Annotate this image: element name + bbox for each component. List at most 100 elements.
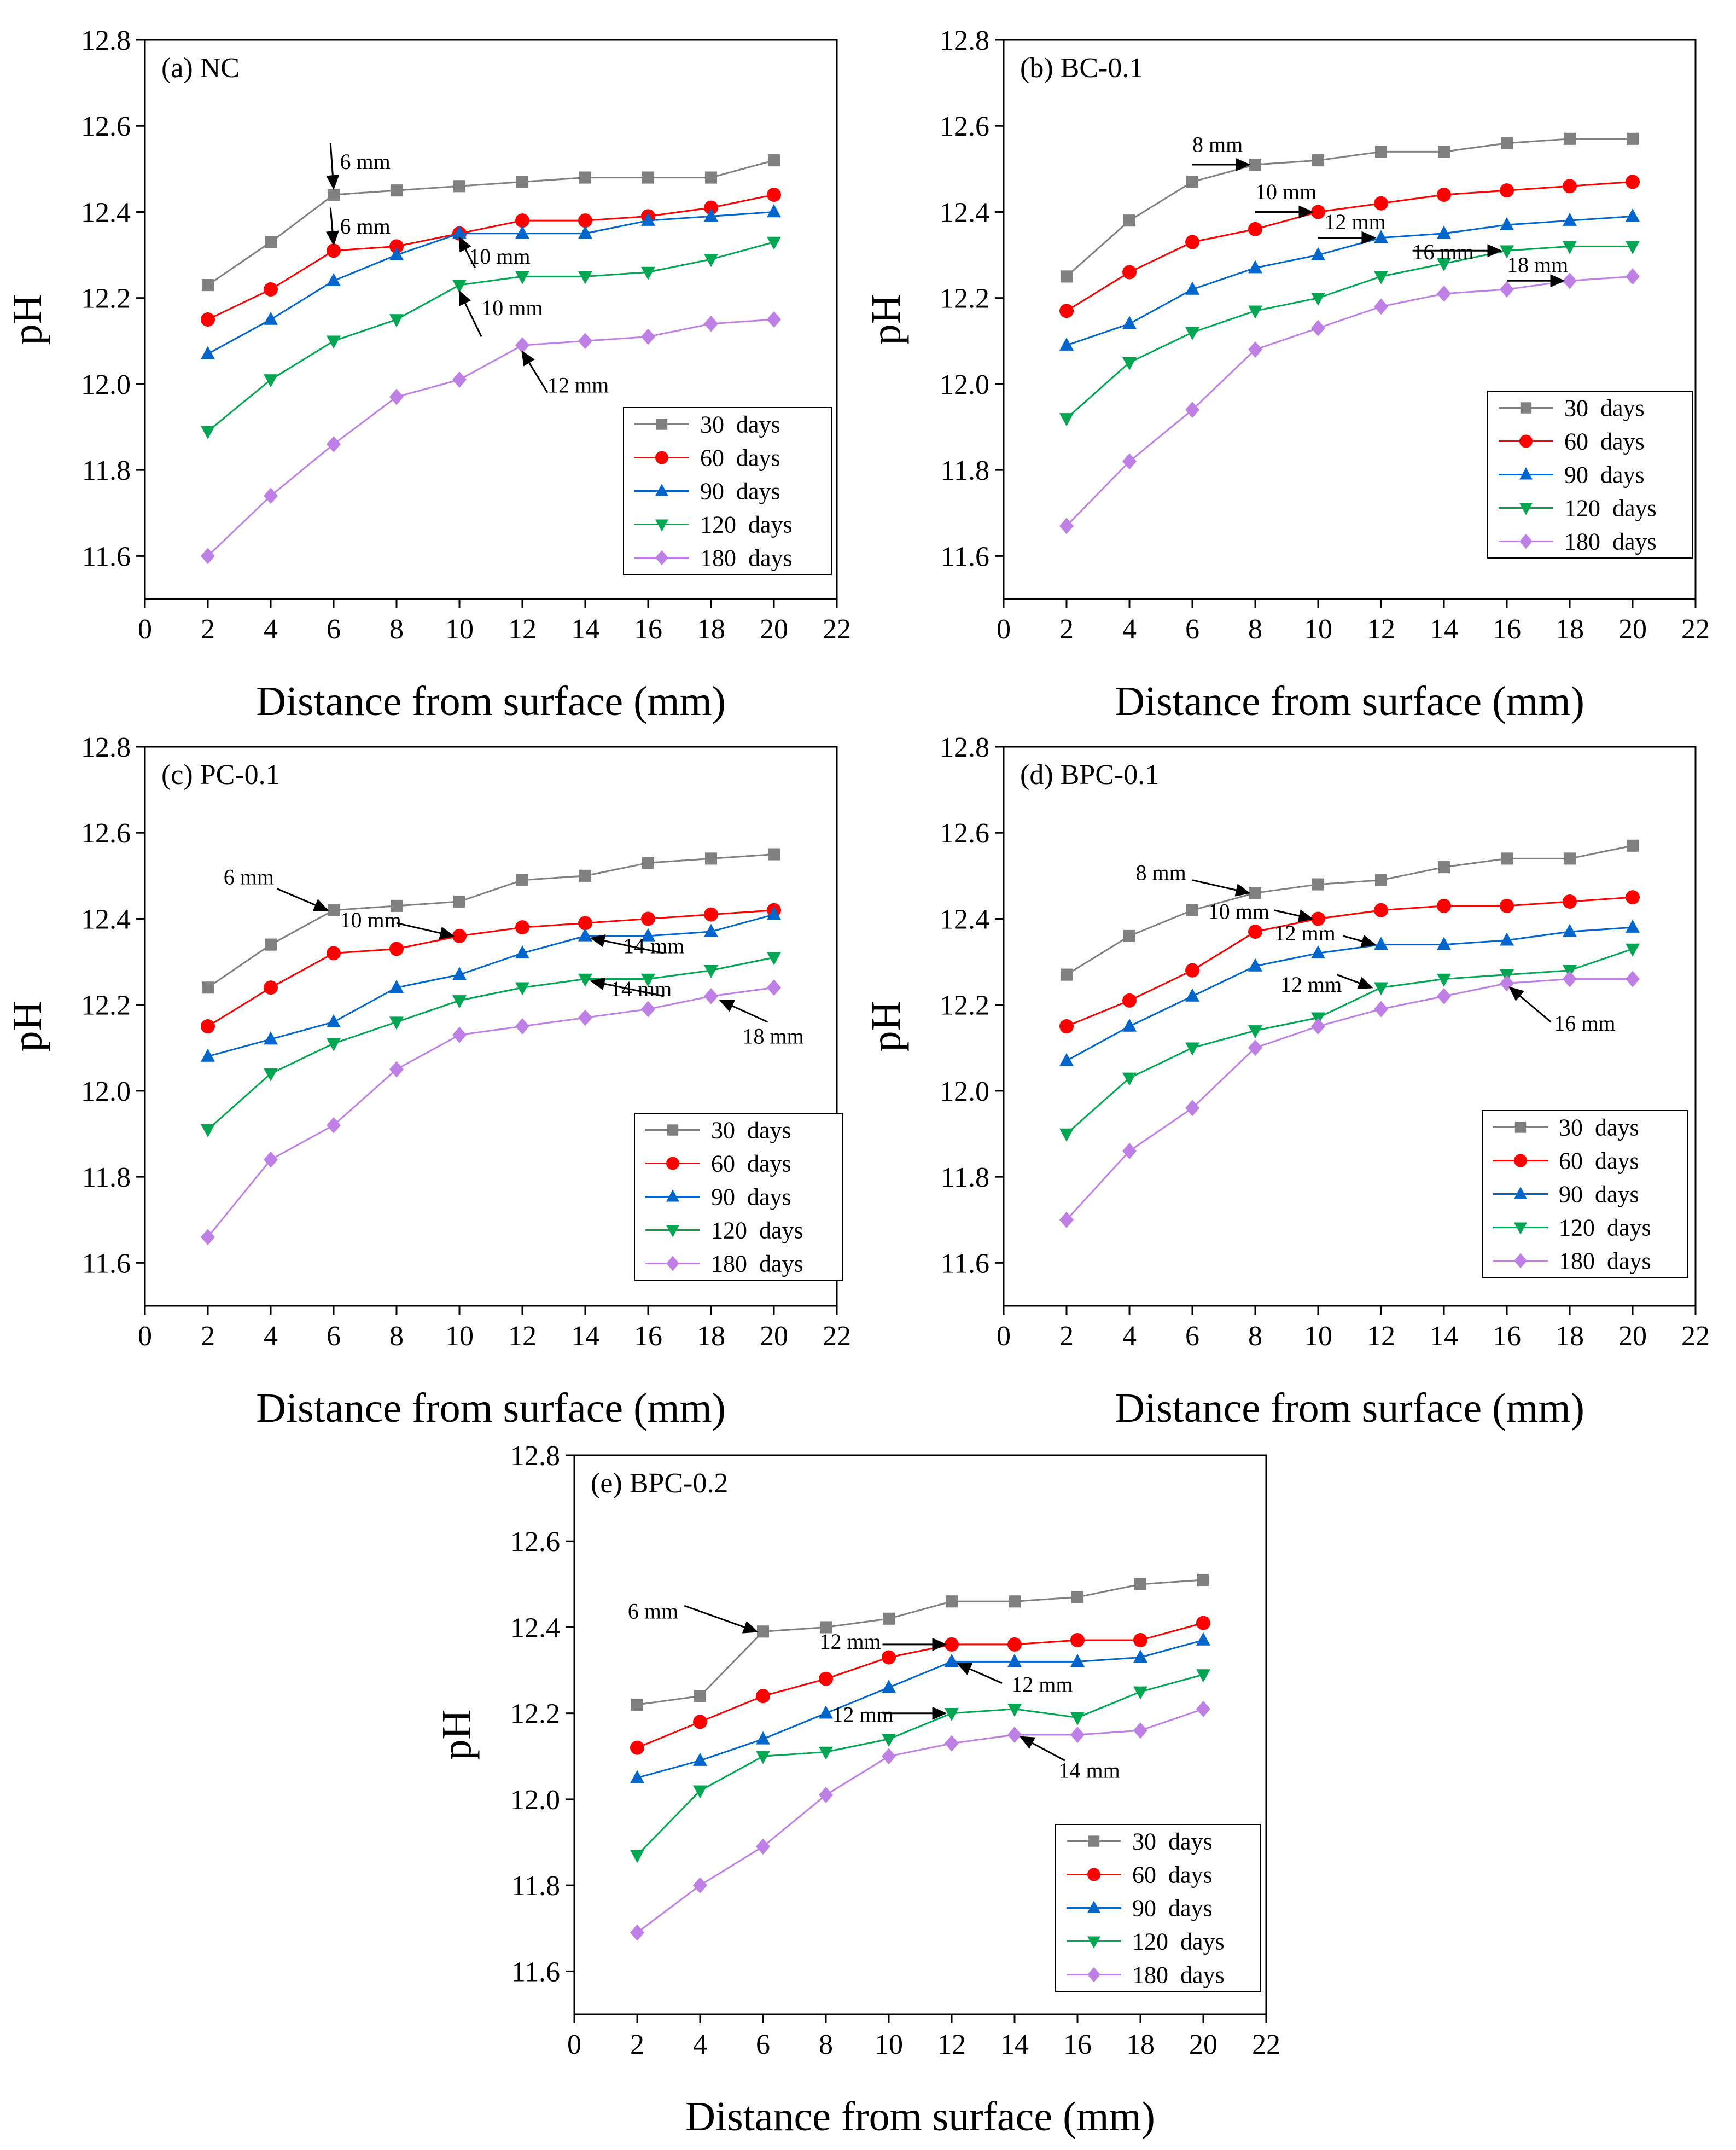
legend-label: 60 days xyxy=(1132,1862,1213,1888)
legend-marker xyxy=(1519,533,1533,549)
data-point xyxy=(642,171,655,184)
series-line xyxy=(207,853,774,989)
data-point xyxy=(1563,212,1577,226)
data-point xyxy=(642,857,655,869)
legend-item-60-days: 60 days xyxy=(1499,428,1645,455)
annotation-label: 12 mm xyxy=(547,373,609,398)
legend-label: 90 days xyxy=(1559,1181,1639,1208)
annotation-arrow xyxy=(590,977,665,997)
data-point xyxy=(1500,852,1513,865)
series-line xyxy=(207,956,774,1130)
y-tick-label: 11.8 xyxy=(82,455,131,486)
data-point xyxy=(1626,241,1640,254)
annotation-arrow xyxy=(326,143,340,190)
series-30-days xyxy=(201,848,780,994)
data-point xyxy=(1185,1100,1199,1117)
annotation-label: 12 mm xyxy=(832,1702,894,1727)
legend-item-90-days: 90 days xyxy=(1493,1181,1639,1208)
data-point xyxy=(1500,217,1514,230)
x-tick-label: 22 xyxy=(823,1321,851,1352)
x-tick-label: 18 xyxy=(1556,1321,1584,1352)
x-tick-label: 6 xyxy=(756,2029,770,2060)
legend-label: 120 days xyxy=(700,512,793,538)
data-point xyxy=(693,1877,707,1894)
annotation-arrow xyxy=(1192,879,1251,897)
data-point xyxy=(819,1787,833,1804)
y-tick-label: 12.6 xyxy=(940,818,989,849)
data-point xyxy=(327,188,340,201)
legend-label: 120 days xyxy=(1132,1928,1225,1955)
series-line xyxy=(1066,845,1633,975)
x-tick-label: 20 xyxy=(1618,614,1647,645)
annotation-label: 16 mm xyxy=(1413,240,1474,264)
data-point xyxy=(1123,929,1136,942)
data-point xyxy=(1196,1669,1210,1683)
legend: 30 days 60 days 90 days 120 days 180 days xyxy=(1055,1824,1261,1992)
legend-marker xyxy=(1514,1253,1527,1269)
data-point xyxy=(1059,1053,1074,1066)
data-point xyxy=(1122,1143,1137,1159)
series-line xyxy=(636,1673,1204,1856)
data-point xyxy=(1186,176,1199,188)
data-point xyxy=(1248,1025,1262,1039)
data-point xyxy=(264,938,277,951)
x-tick-label: 22 xyxy=(1681,614,1710,645)
data-point xyxy=(327,1014,341,1027)
data-point xyxy=(819,1671,833,1686)
legend: 30 days 60 days 90 days 120 days 180 days xyxy=(1482,1110,1688,1278)
data-point xyxy=(264,1151,278,1168)
annotation-label: 12 mm xyxy=(1011,1672,1073,1696)
data-point xyxy=(1007,1637,1022,1652)
data-point xyxy=(1133,1633,1147,1648)
annotation-label: 14 mm xyxy=(1059,1758,1120,1783)
data-point xyxy=(1070,1633,1085,1648)
data-point xyxy=(641,1001,655,1018)
chart-panel-4: 0 2 4 6 8 10 12 14 16 18 20 22 11.6 11.8 12.0 12.2 12.4 1… xyxy=(863,732,1710,1431)
data-point xyxy=(1437,188,1451,202)
series-60-days xyxy=(1059,175,1640,318)
data-point xyxy=(515,213,529,228)
data-point xyxy=(1185,1042,1199,1056)
legend-item-180-days: 180 days xyxy=(1493,1248,1651,1275)
data-point xyxy=(1437,898,1451,913)
data-point xyxy=(578,973,592,987)
data-point xyxy=(578,271,592,284)
data-point xyxy=(1133,1686,1147,1700)
series-180-days xyxy=(201,979,781,1246)
data-point xyxy=(1500,281,1514,298)
data-point xyxy=(452,967,467,980)
chart-panel-2: 0 2 4 6 8 10 12 14 16 18 20 22 11.6 11.8 12.0 12.2 12.4 1… xyxy=(863,25,1710,724)
annotation: 6 mm xyxy=(326,143,391,190)
y-tick-label: 12.8 xyxy=(940,732,989,763)
legend-marker xyxy=(655,451,668,464)
x-tick-label: 22 xyxy=(1681,1321,1710,1352)
annotation-arrow xyxy=(684,1605,759,1634)
data-point xyxy=(327,1038,341,1051)
legend-marker xyxy=(1519,434,1533,448)
annotation: 10 mm xyxy=(458,290,543,338)
annotation-arrow xyxy=(719,1000,768,1023)
y-tick-label: 12.2 xyxy=(510,1699,560,1730)
data-point xyxy=(1185,988,1199,1002)
data-point xyxy=(767,188,781,202)
legend-item-90-days: 90 days xyxy=(1067,1895,1213,1922)
panel-title: (b) BC-0.1 xyxy=(1020,53,1143,84)
data-point xyxy=(264,1031,278,1045)
legend-item-90-days: 90 days xyxy=(1499,462,1645,489)
data-point xyxy=(515,225,529,239)
annotation-label: 12 mm xyxy=(1274,921,1336,945)
data-point xyxy=(1007,1704,1022,1717)
series-120-days xyxy=(1059,943,1640,1142)
y-tick-label: 12.2 xyxy=(81,990,131,1021)
data-point xyxy=(578,928,592,942)
x-tick-label: 2 xyxy=(201,614,215,645)
data-point xyxy=(1312,154,1325,167)
annotation-label: 8 mm xyxy=(1136,861,1186,885)
x-tick-label: 14 xyxy=(1000,2029,1029,2060)
data-point xyxy=(1196,1616,1210,1630)
data-point xyxy=(264,282,278,297)
annotation-label: 6 mm xyxy=(340,149,391,174)
legend-label: 180 days xyxy=(700,545,793,572)
y-tick-label: 11.8 xyxy=(82,1162,131,1193)
data-point xyxy=(1311,319,1325,336)
